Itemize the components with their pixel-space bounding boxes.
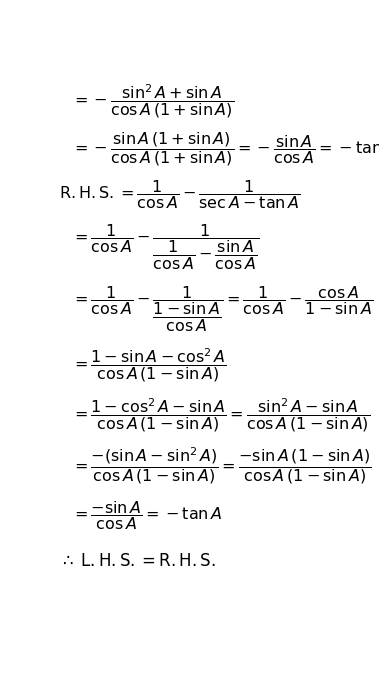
- Text: $= -\dfrac{\sin^2 A + \sin A}{\cos A\,(1 + \sin A)}$: $= -\dfrac{\sin^2 A + \sin A}{\cos A\,(1…: [71, 83, 234, 120]
- Text: $= \dfrac{1}{\cos A} - \dfrac{1}{\dfrac{1-\sin A}{\cos A}} = \dfrac{1}{\cos A} -: $= \dfrac{1}{\cos A} - \dfrac{1}{\dfrac{…: [71, 284, 373, 333]
- Text: $\mathrm{R.H.S.} = \dfrac{1}{\cos A} - \dfrac{1}{\sec A - \tan A}$: $\mathrm{R.H.S.} = \dfrac{1}{\cos A} - \…: [59, 178, 301, 211]
- Text: $= \dfrac{1 - \sin A - \cos^2 A}{\cos A\,(1 - \sin A)}$: $= \dfrac{1 - \sin A - \cos^2 A}{\cos A\…: [71, 346, 227, 384]
- Text: $= \dfrac{-\sin A}{\cos A} = -\tan A$: $= \dfrac{-\sin A}{\cos A} = -\tan A$: [71, 500, 222, 532]
- Text: $= \dfrac{-(\sin A - \sin^2 A)}{\cos A\,(1 - \sin A)} = \dfrac{-\sin A\,(1 - \si: $= \dfrac{-(\sin A - \sin^2 A)}{\cos A\,…: [71, 445, 371, 486]
- Text: $= \dfrac{1 - \cos^2 A - \sin A}{\cos A\,(1 - \sin A)} = \dfrac{\sin^2 A - \sin : $= \dfrac{1 - \cos^2 A - \sin A}{\cos A\…: [71, 396, 370, 434]
- Text: $\therefore\;\mathrm{L.H.S.} = \mathrm{R.H.S.}$: $\therefore\;\mathrm{L.H.S.} = \mathrm{R…: [59, 552, 216, 570]
- Text: $= \dfrac{1}{\cos A} - \dfrac{1}{\dfrac{1}{\cos A} - \dfrac{\sin A}{\cos A}}$: $= \dfrac{1}{\cos A} - \dfrac{1}{\dfrac{…: [71, 222, 259, 273]
- Text: $= -\dfrac{\sin A\,(1 + \sin A)}{\cos A\,(1 + \sin A)} = -\dfrac{\sin A}{\cos A}: $= -\dfrac{\sin A\,(1 + \sin A)}{\cos A\…: [71, 130, 379, 168]
